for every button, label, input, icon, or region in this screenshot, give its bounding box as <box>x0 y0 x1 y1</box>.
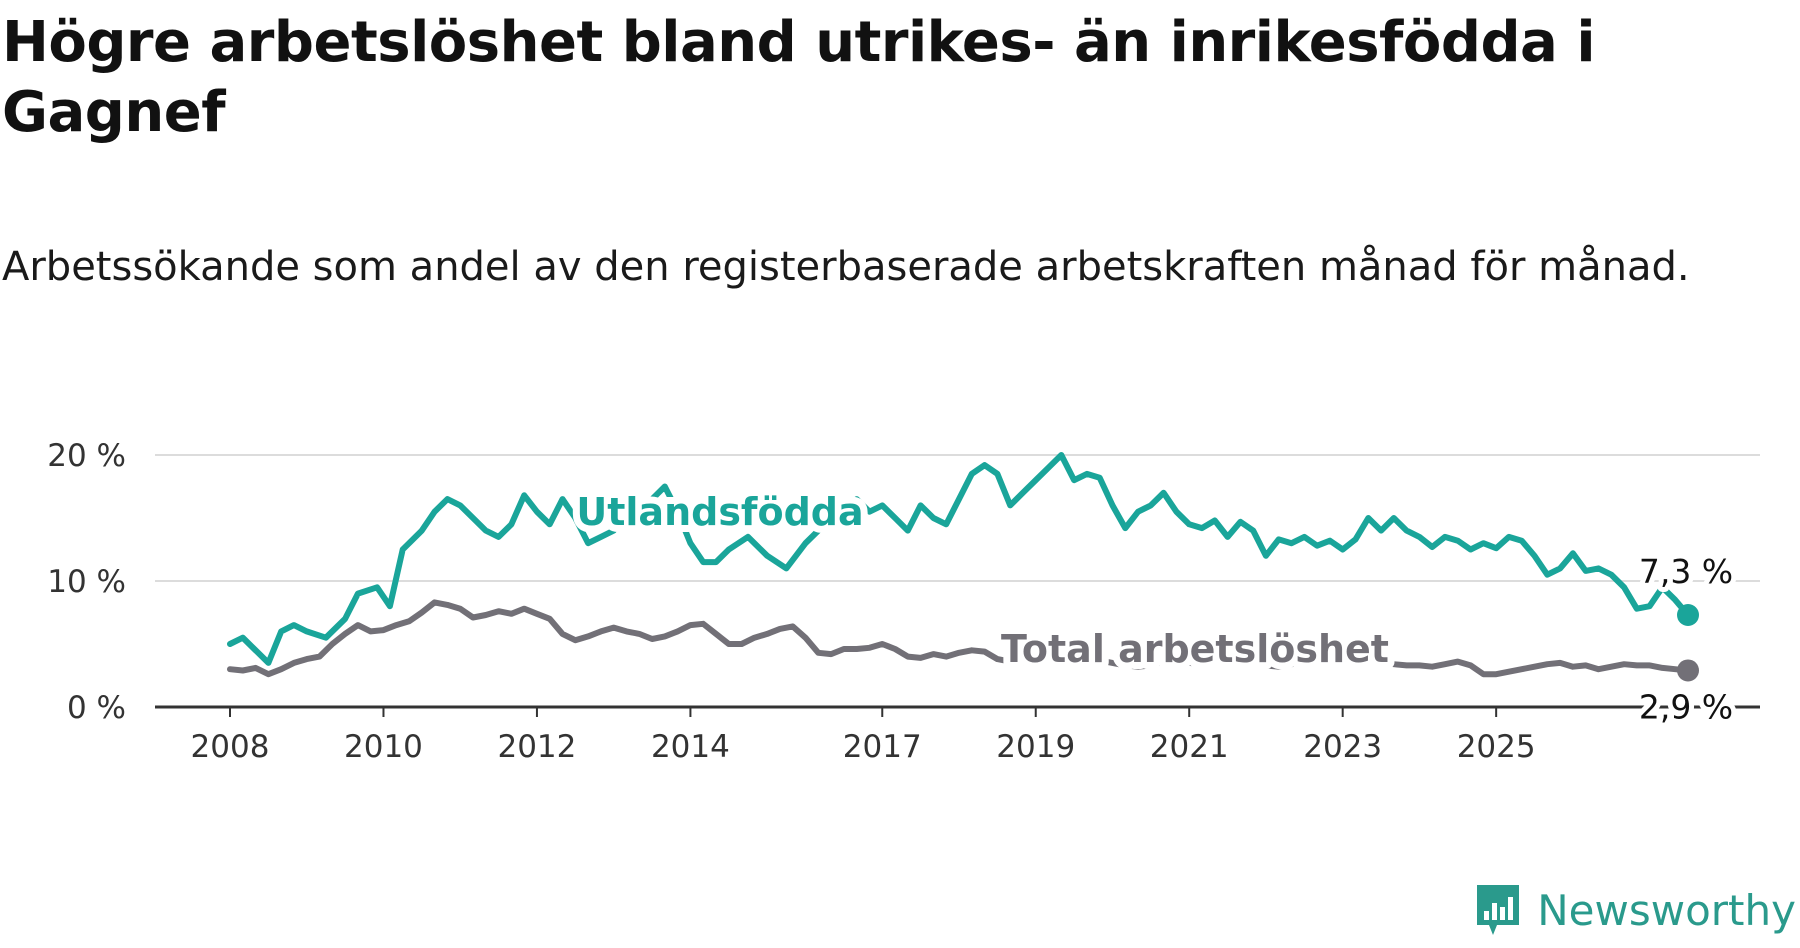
x-tick-label: 2025 <box>1457 729 1536 765</box>
x-tick-label: 2017 <box>843 729 922 765</box>
series-name-label: Total arbetslöshet <box>1001 627 1389 671</box>
y-tick-label: 0 % <box>67 690 126 726</box>
newsworthy-logo-icon <box>1477 885 1520 935</box>
end-value-halo: 2,9 % <box>1639 687 1733 726</box>
end-value-label: 7,3 % <box>1639 552 1733 591</box>
chart-subtitle: Arbetssökande som andel av den registerb… <box>2 244 1690 290</box>
gridlines <box>155 454 1760 582</box>
series-name-label: Utlandsfödda <box>576 490 863 534</box>
x-tick-label: 2019 <box>996 729 1075 765</box>
series-line <box>227 452 1691 666</box>
series-end-dot <box>1677 604 1699 627</box>
x-tick-label: 2008 <box>191 729 270 765</box>
x-tick-label: 2012 <box>497 729 576 765</box>
x-tick-label: 2023 <box>1303 729 1382 765</box>
brand-name: Newsworthy <box>1537 885 1796 935</box>
series-end-dot <box>1677 659 1699 682</box>
y-tick-label: 20 % <box>47 438 126 474</box>
chart-title: Högre arbetslöshet bland utrikes- än inr… <box>2 10 1596 145</box>
x-tick-label: 2021 <box>1150 729 1229 765</box>
end-value-halo: 7,3 % <box>1639 552 1733 591</box>
x-tick-label: 2014 <box>651 729 730 765</box>
y-tick-label: 10 % <box>47 564 126 600</box>
series-line <box>227 599 1691 678</box>
series-name-halo: Utlandsfödda <box>576 490 863 534</box>
x-tick-label: 2010 <box>344 729 423 765</box>
x-axis: 2008 2010 2012 2014 2017 2019 2021 2023 2025 <box>155 705 1760 765</box>
newsworthy-logo: Newsworthy <box>1473 880 1796 940</box>
series-name-halo: Total arbetslöshet <box>1001 627 1389 671</box>
end-value-label: 2,9 % <box>1639 687 1733 726</box>
series-lines <box>227 452 1699 682</box>
y-axis-ticks: 0 % 10 % 20 % <box>47 438 126 726</box>
